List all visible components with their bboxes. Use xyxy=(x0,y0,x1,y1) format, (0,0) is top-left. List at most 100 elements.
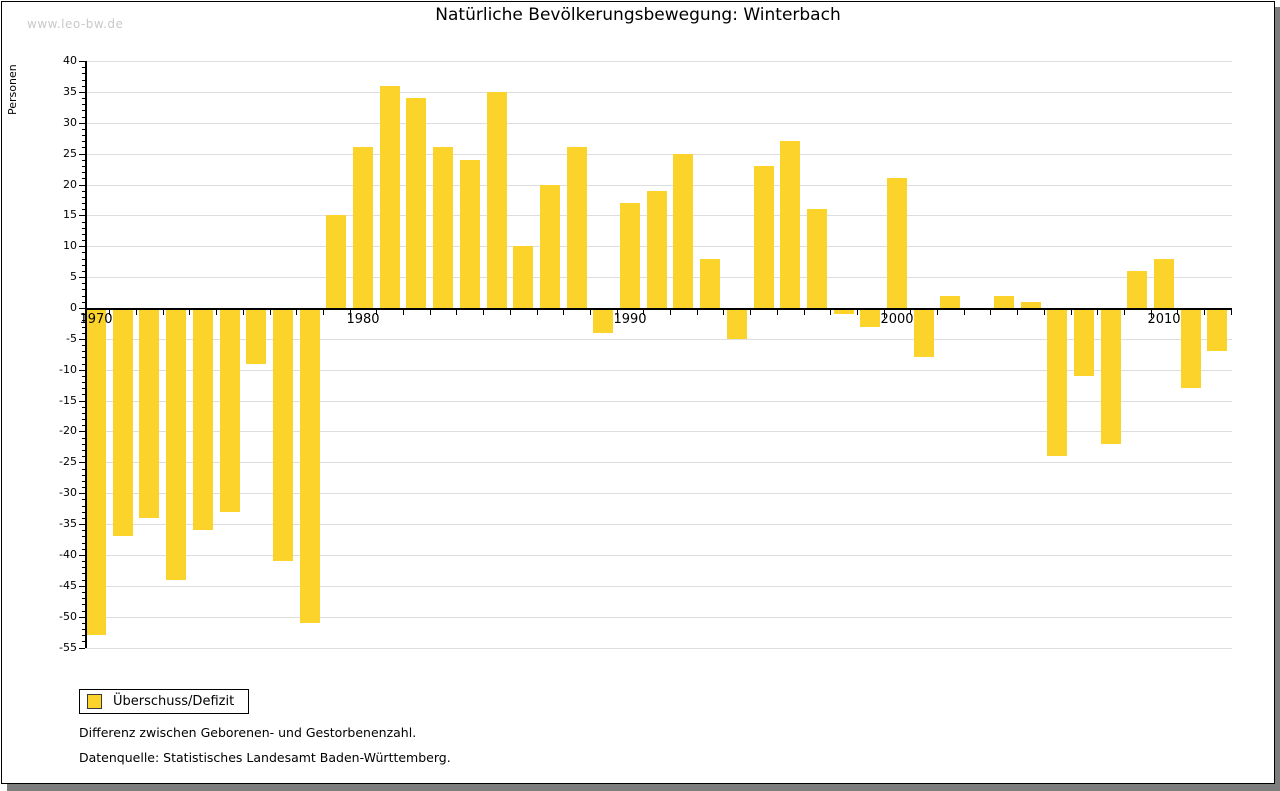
y-axis-tick xyxy=(82,512,85,513)
y-axis-tick xyxy=(82,178,85,179)
y-axis-tick xyxy=(82,561,85,562)
y-axis-tick xyxy=(82,518,85,519)
x-axis-label-1990: 1990 xyxy=(613,312,647,327)
x-axis-tick xyxy=(617,310,618,318)
y-axis-tick-label: 30 xyxy=(63,116,77,129)
y-axis-tick xyxy=(82,333,85,334)
legend: Überschuss/Defizit xyxy=(79,689,250,714)
bar-1990 xyxy=(620,203,640,308)
y-axis-tick-label: -35 xyxy=(59,517,77,530)
y-axis-tick xyxy=(79,648,85,649)
y-axis-tick xyxy=(82,98,85,99)
footnote-source: Datenquelle: Statistisches Landesamt Bad… xyxy=(79,750,451,765)
gridline xyxy=(85,586,1232,587)
x-axis-tick xyxy=(1071,310,1072,315)
bar-1986 xyxy=(513,246,533,308)
bar-1971 xyxy=(113,308,133,536)
bar-1994 xyxy=(727,308,747,339)
x-axis-tick xyxy=(270,310,271,315)
bar-1978 xyxy=(300,308,320,623)
y-axis-tick-label: 5 xyxy=(70,270,77,283)
x-axis-label-2010: 2010 xyxy=(1147,312,1181,327)
y-axis-tick xyxy=(82,357,85,358)
gridline xyxy=(85,154,1232,155)
y-axis-tick-label: 20 xyxy=(63,178,77,191)
bar-2011 xyxy=(1181,308,1201,388)
x-axis-tick xyxy=(830,310,831,315)
x-axis-tick xyxy=(910,310,911,315)
y-axis-tick xyxy=(82,172,85,173)
bar-1977 xyxy=(273,308,293,561)
y-axis-tick-label: 25 xyxy=(63,147,77,160)
y-axis-tick xyxy=(82,259,85,260)
y-axis-tick xyxy=(82,141,85,142)
x-axis-tick xyxy=(189,310,190,315)
x-axis-tick xyxy=(1097,310,1098,315)
x-axis-tick xyxy=(456,310,457,315)
y-axis-tick xyxy=(82,67,85,68)
y-axis-tick-label: -30 xyxy=(59,486,77,499)
y-axis-tick xyxy=(82,641,85,642)
y-axis-tick xyxy=(82,351,85,352)
y-axis-tick-label: 0 xyxy=(70,301,77,314)
x-axis-tick xyxy=(296,310,297,315)
x-axis-tick xyxy=(537,310,538,315)
y-axis-tick xyxy=(79,339,85,340)
y-axis-tick xyxy=(82,549,85,550)
y-axis-tick xyxy=(79,431,85,432)
y-axis-tick xyxy=(82,438,85,439)
y-axis-tick xyxy=(82,289,85,290)
y-axis-tick xyxy=(79,524,85,525)
legend-label: Überschuss/Defizit xyxy=(113,694,235,709)
bar-1987 xyxy=(540,185,560,308)
y-axis-tick xyxy=(82,203,85,204)
y-axis-tick xyxy=(82,611,85,612)
y-axis-tick xyxy=(82,265,85,266)
y-axis-tick xyxy=(82,425,85,426)
y-axis-tick xyxy=(82,543,85,544)
y-axis-tick-label: -25 xyxy=(59,455,77,468)
x-axis-tick xyxy=(1124,310,1125,315)
x-axis-tick xyxy=(884,310,885,318)
y-axis-line xyxy=(85,61,87,648)
bar-2009 xyxy=(1127,271,1147,308)
x-axis-tick xyxy=(323,310,324,315)
bar-1992 xyxy=(673,154,693,308)
bar-1997 xyxy=(807,209,827,308)
x-axis-tick xyxy=(1151,310,1152,318)
x-axis-tick xyxy=(243,310,244,315)
y-axis-tick xyxy=(82,327,85,328)
gridline xyxy=(85,92,1232,93)
x-axis-tick xyxy=(483,310,484,315)
x-axis-tick xyxy=(804,310,805,315)
x-axis-tick xyxy=(1204,310,1205,315)
y-axis-tick xyxy=(82,604,85,605)
y-axis-tick xyxy=(82,117,85,118)
x-axis-tick xyxy=(376,310,377,315)
x-axis-tick xyxy=(964,310,965,315)
y-axis-tick xyxy=(82,209,85,210)
y-axis-tick xyxy=(79,401,85,402)
y-axis-tick-label: -5 xyxy=(66,332,77,345)
x-axis-tick xyxy=(590,310,591,315)
bar-2008 xyxy=(1101,308,1121,444)
y-axis-tick xyxy=(82,382,85,383)
y-axis-tick xyxy=(82,506,85,507)
x-axis-tick xyxy=(403,310,404,315)
x-axis-tick xyxy=(430,310,431,315)
y-axis-tick xyxy=(82,598,85,599)
x-axis-tick xyxy=(563,310,564,315)
y-axis-tick xyxy=(82,283,85,284)
bar-1972 xyxy=(139,308,159,518)
gridline xyxy=(85,185,1232,186)
bar-2004 xyxy=(994,296,1014,308)
gridline xyxy=(85,555,1232,556)
y-axis-tick-label: 35 xyxy=(63,85,77,98)
bar-1970 xyxy=(86,308,106,635)
legend-swatch xyxy=(87,694,102,709)
frame-shadow-right xyxy=(1275,7,1280,791)
y-axis-tick xyxy=(79,586,85,587)
bar-1975 xyxy=(220,308,240,512)
x-axis-tick xyxy=(1044,310,1045,315)
gridline xyxy=(85,617,1232,618)
